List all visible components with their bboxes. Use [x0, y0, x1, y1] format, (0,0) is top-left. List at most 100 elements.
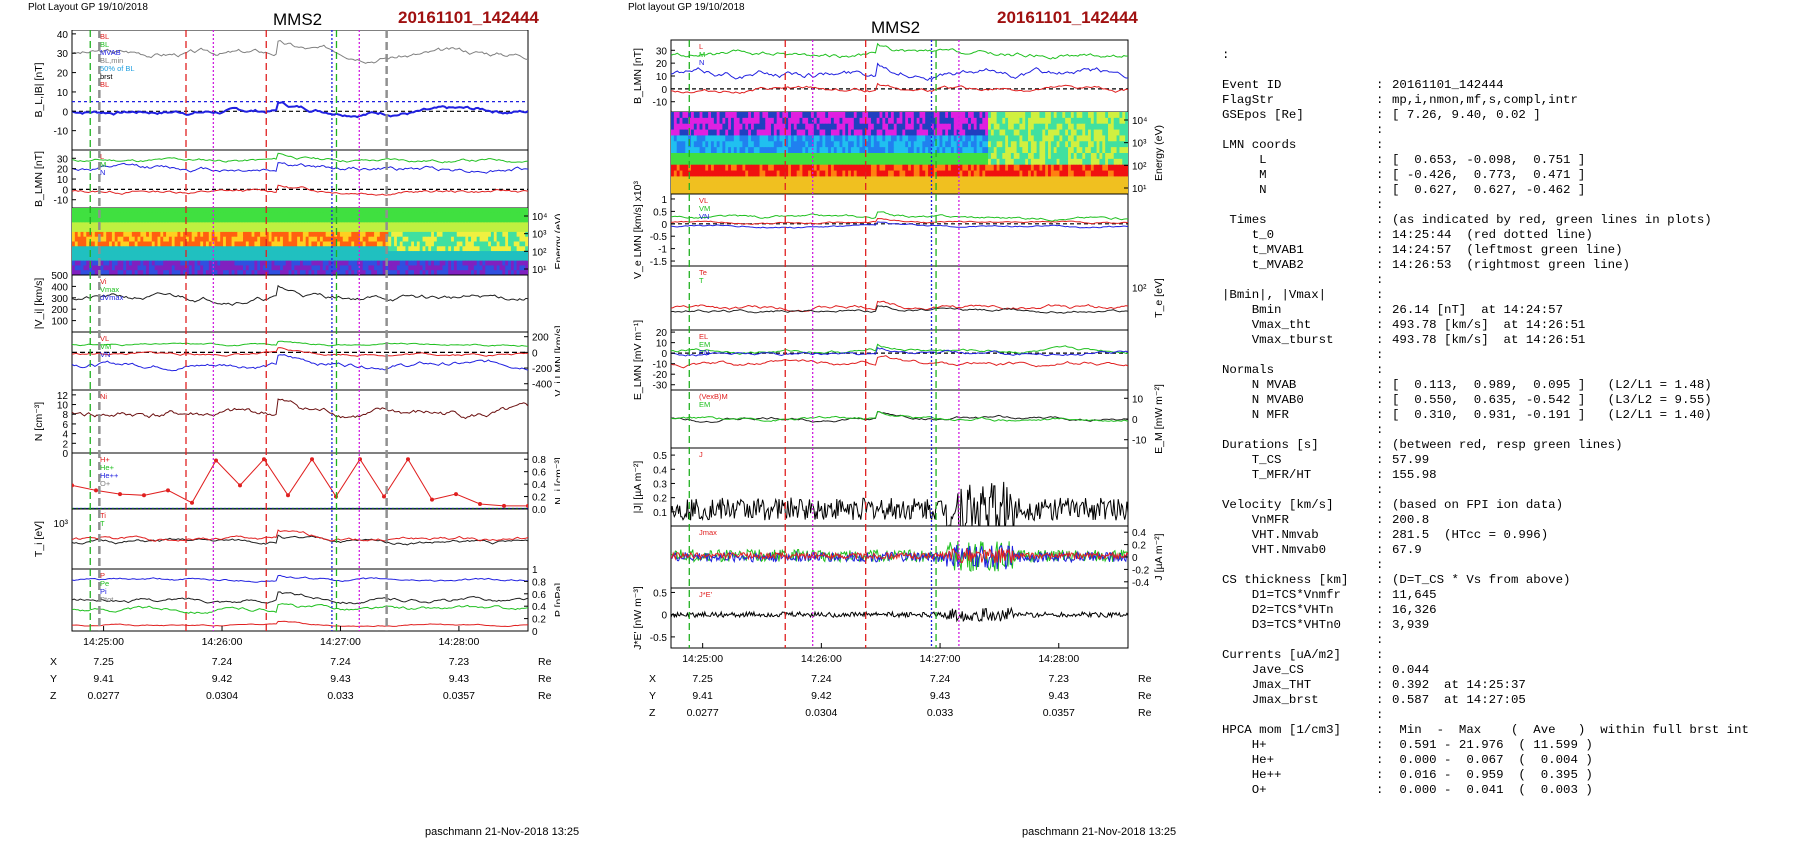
spectrogram-cell	[388, 270, 392, 275]
spectrogram-cell	[308, 212, 312, 219]
spectrogram-cell	[319, 265, 324, 271]
spectrogram-cell	[414, 270, 418, 275]
spectrogram-cell	[1048, 158, 1052, 166]
spectrogram-cell	[448, 217, 452, 223]
spectrogram-cell	[211, 227, 215, 233]
spectrogram-cell	[902, 129, 906, 136]
spectrogram-cell	[962, 182, 966, 189]
spectrogram-cell	[693, 112, 698, 119]
spectrogram-cell	[223, 265, 227, 271]
spectrogram-cell	[876, 147, 881, 154]
spectrogram-cell	[348, 236, 352, 242]
spectrogram-cell	[710, 158, 715, 166]
spectrogram-cell	[739, 164, 743, 172]
spectrogram-cell	[508, 231, 512, 238]
spectrogram-cell	[231, 251, 235, 257]
spectrogram-cell	[1079, 135, 1083, 142]
spectrogram-cell	[490, 260, 495, 266]
spectrogram-cell	[405, 227, 409, 233]
spectrogram-cell	[248, 246, 253, 252]
spectrogram-cell	[1096, 182, 1100, 189]
spectrogram-cell	[274, 236, 278, 242]
spectrogram-cell	[830, 147, 835, 154]
spectrogram-cell	[950, 123, 955, 131]
spectrogram-cell	[919, 176, 923, 183]
y-tick-label: 10¹	[532, 265, 547, 276]
spectrogram-cell	[1022, 170, 1026, 177]
spectrogram-cell	[730, 147, 735, 154]
spectrogram-cell	[870, 117, 875, 125]
spectrogram-cell	[736, 112, 741, 119]
spectrogram-cell	[1090, 164, 1095, 172]
info-line: Vmax_tht:493.78 [km/s] at 14:26:51	[1222, 318, 1802, 333]
spectrogram-cell	[254, 231, 258, 238]
spectrogram-cell	[1099, 135, 1103, 142]
info-key: Times	[1222, 213, 1267, 227]
spectrogram-cell	[197, 217, 201, 223]
spectrogram-cell	[174, 255, 178, 262]
spectrogram-cell	[736, 117, 741, 125]
spectrogram-cell	[314, 241, 318, 247]
spectrogram-cell	[391, 222, 395, 228]
spectrogram-cell	[505, 251, 509, 257]
spectrogram-cell	[302, 231, 307, 238]
y-axis-label: E_M [mW m⁻²]	[1153, 384, 1165, 454]
spectrogram-cell	[925, 147, 929, 154]
spectrogram-cell	[965, 147, 969, 154]
spectrogram-cell	[1108, 112, 1112, 119]
spectrogram-cell	[725, 170, 729, 177]
y-tick-label: 0	[661, 611, 667, 622]
spectrogram-cell	[374, 260, 378, 266]
spectrogram-cell	[137, 265, 141, 271]
spectrogram-cell	[166, 246, 170, 252]
spectrogram-cell	[231, 222, 235, 228]
spectrogram-cell	[1068, 135, 1072, 142]
spectrogram-cell	[1056, 182, 1060, 189]
spectrogram-cell	[86, 246, 90, 252]
spectrogram-cell	[448, 270, 452, 275]
spectrogram-cell	[790, 135, 795, 142]
spectrogram-cell	[91, 227, 96, 233]
spectrogram-cell	[453, 236, 458, 242]
spectrogram-cell	[1119, 135, 1123, 142]
spectrogram-cell	[945, 141, 949, 148]
spectrogram-cell	[1093, 141, 1098, 148]
spectrogram-cell	[890, 141, 895, 148]
spectrogram-cell	[753, 158, 758, 166]
spectrogram-cell	[117, 246, 121, 252]
spectrogram-cell	[888, 188, 892, 194]
spectrogram-cell	[790, 112, 795, 119]
spectrogram-cell	[1022, 164, 1026, 172]
spectrogram-cell	[730, 182, 735, 189]
spectrogram-cell	[220, 246, 224, 252]
spectrogram-cell	[240, 231, 244, 238]
spectrogram-cell	[479, 260, 483, 266]
spectrogram-cell	[988, 129, 992, 136]
spectrogram-cell	[822, 164, 826, 172]
spectrogram-cell	[905, 153, 909, 160]
spectrogram-cell	[191, 265, 196, 271]
spectrogram-cell	[248, 255, 253, 262]
spectrogram-cell	[856, 147, 861, 154]
spectrogram-cell	[742, 182, 746, 189]
legend-label: BL	[100, 80, 109, 89]
spectrogram-cell	[1119, 188, 1123, 194]
spectrogram-cell	[388, 227, 392, 233]
spectrogram-cell	[414, 260, 418, 266]
series-line	[72, 620, 528, 628]
spectrogram-cell	[970, 188, 975, 194]
spectrogram-cell	[254, 241, 258, 247]
spectrogram-cell	[103, 246, 107, 252]
spectrogram-cell	[988, 188, 992, 194]
spectrogram-cell	[882, 135, 886, 142]
y-tick-label: -200	[532, 364, 552, 375]
spectrogram-cell	[479, 208, 483, 214]
spectrogram-cell	[262, 246, 267, 252]
spectrogram-cell	[888, 117, 892, 125]
spectrogram-cell	[114, 241, 119, 247]
spectrogram-cell	[776, 164, 781, 172]
spectrogram-cell	[109, 260, 113, 266]
spectrogram-cell	[228, 246, 233, 252]
spectrogram-cell	[160, 260, 164, 266]
